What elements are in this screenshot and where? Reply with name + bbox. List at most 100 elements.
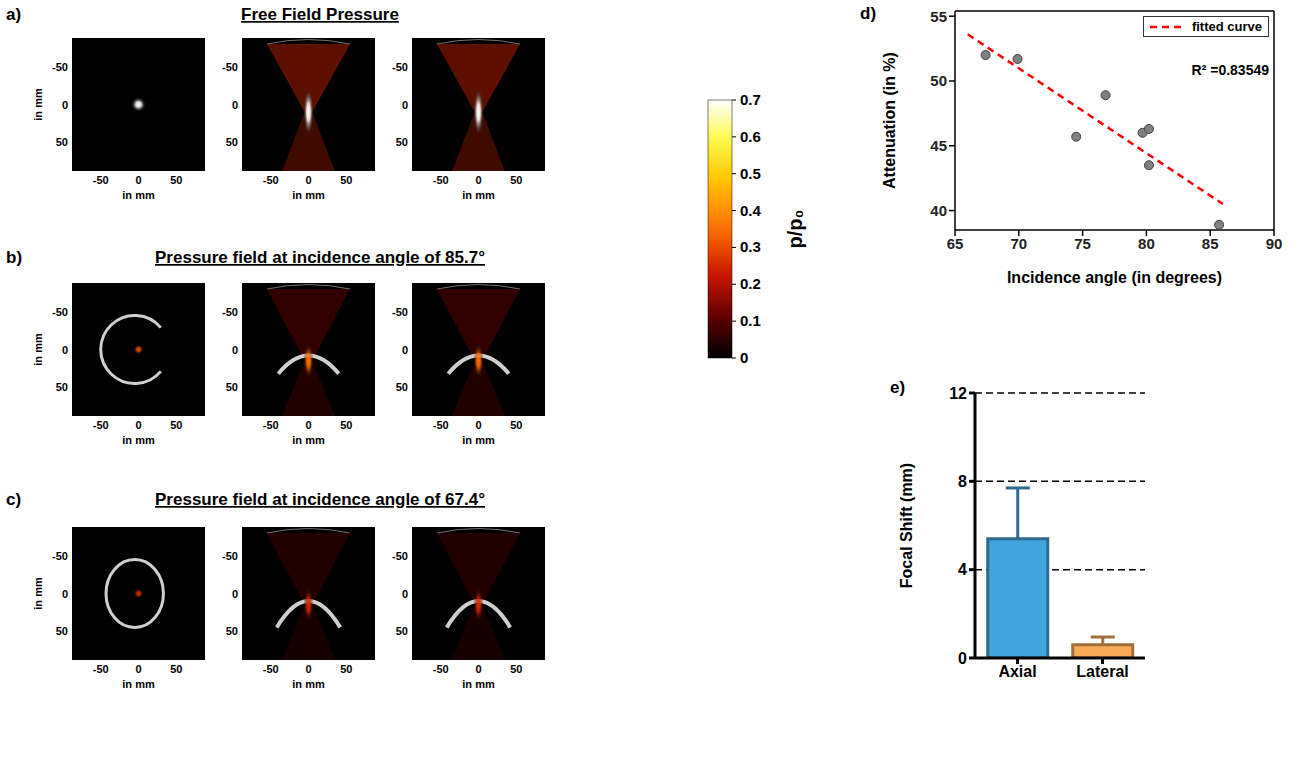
svg-text:40: 40 xyxy=(930,202,947,219)
svg-text:0.3: 0.3 xyxy=(740,238,761,255)
svg-text:-50: -50 xyxy=(263,663,279,675)
svg-text:0.2: 0.2 xyxy=(740,275,761,292)
svg-text:0: 0 xyxy=(305,174,311,186)
svg-text:Axial: Axial xyxy=(998,663,1036,680)
svg-text:Lateral: Lateral xyxy=(1076,663,1128,680)
svg-text:0: 0 xyxy=(232,99,238,111)
svg-text:-50: -50 xyxy=(222,306,238,318)
svg-text:in mm: in mm xyxy=(32,88,44,121)
svg-text:in mm: in mm xyxy=(122,189,155,201)
svg-text:0: 0 xyxy=(135,419,141,431)
svg-text:-50: -50 xyxy=(392,550,408,562)
svg-text:in mm: in mm xyxy=(32,577,44,610)
svg-text:0: 0 xyxy=(135,663,141,675)
svg-text:in mm: in mm xyxy=(462,678,495,690)
svg-text:50: 50 xyxy=(226,381,238,393)
svg-text:0: 0 xyxy=(305,419,311,431)
svg-text:50: 50 xyxy=(56,625,68,637)
svg-text:0.6: 0.6 xyxy=(740,128,761,145)
svg-text:in mm: in mm xyxy=(292,189,325,201)
svg-text:55: 55 xyxy=(930,8,947,25)
svg-text:0: 0 xyxy=(402,344,408,356)
svg-text:a): a) xyxy=(6,5,21,24)
svg-text:0: 0 xyxy=(402,588,408,600)
svg-text:in mm: in mm xyxy=(32,333,44,366)
svg-text:45: 45 xyxy=(930,137,947,154)
svg-text:0.4: 0.4 xyxy=(740,202,762,219)
svg-text:-50: -50 xyxy=(93,419,109,431)
svg-text:-50: -50 xyxy=(93,663,109,675)
svg-text:50: 50 xyxy=(510,174,522,186)
svg-text:Pressure field at incidence an: Pressure field at incidence angle of 85.… xyxy=(155,248,485,267)
svg-text:in mm: in mm xyxy=(462,434,495,446)
svg-text:50: 50 xyxy=(340,419,352,431)
svg-text:-50: -50 xyxy=(52,61,68,73)
svg-text:50: 50 xyxy=(170,419,182,431)
svg-text:-50: -50 xyxy=(52,550,68,562)
svg-text:-50: -50 xyxy=(222,61,238,73)
svg-text:50: 50 xyxy=(510,419,522,431)
svg-text:0.1: 0.1 xyxy=(740,312,761,329)
svg-text:75: 75 xyxy=(1074,235,1091,252)
svg-text:50: 50 xyxy=(226,625,238,637)
svg-text:50: 50 xyxy=(170,174,182,186)
svg-text:85: 85 xyxy=(1202,235,1219,252)
svg-text:50: 50 xyxy=(56,381,68,393)
svg-text:50: 50 xyxy=(396,625,408,637)
svg-text:in mm: in mm xyxy=(122,434,155,446)
svg-text:0.5: 0.5 xyxy=(740,165,761,182)
svg-text:-50: -50 xyxy=(93,174,109,186)
svg-text:-50: -50 xyxy=(433,419,449,431)
svg-text:0: 0 xyxy=(402,99,408,111)
svg-text:-50: -50 xyxy=(433,663,449,675)
svg-text:50: 50 xyxy=(170,663,182,675)
svg-text:in mm: in mm xyxy=(292,434,325,446)
svg-text:Free Field Pressure: Free Field Pressure xyxy=(241,5,399,24)
svg-text:Incidence angle (in degrees): Incidence angle (in degrees) xyxy=(1007,269,1222,286)
svg-text:0: 0 xyxy=(305,663,311,675)
svg-text:-50: -50 xyxy=(52,306,68,318)
svg-text:b): b) xyxy=(6,248,22,267)
svg-text:0: 0 xyxy=(475,419,481,431)
svg-text:c): c) xyxy=(6,490,21,509)
svg-text:12: 12 xyxy=(949,385,967,402)
svg-text:8: 8 xyxy=(958,473,967,490)
svg-text:50: 50 xyxy=(56,136,68,148)
svg-text:0: 0 xyxy=(62,344,68,356)
svg-text:0: 0 xyxy=(62,588,68,600)
svg-text:Focal Shift (mm): Focal Shift (mm) xyxy=(898,463,915,588)
svg-text:Pressure field at incidence an: Pressure field at incidence angle of 67.… xyxy=(155,490,485,509)
svg-text:0: 0 xyxy=(62,99,68,111)
svg-text:80: 80 xyxy=(1138,235,1155,252)
svg-text:Attenuation (in %): Attenuation (in %) xyxy=(881,52,898,189)
svg-text:in mm: in mm xyxy=(292,678,325,690)
svg-text:in mm: in mm xyxy=(122,678,155,690)
svg-text:in mm: in mm xyxy=(462,189,495,201)
svg-text:50: 50 xyxy=(340,663,352,675)
svg-text:50: 50 xyxy=(226,136,238,148)
svg-text:-50: -50 xyxy=(263,419,279,431)
svg-text:4: 4 xyxy=(958,561,967,578)
svg-text:0: 0 xyxy=(475,663,481,675)
svg-text:65: 65 xyxy=(947,235,964,252)
svg-text:50: 50 xyxy=(396,381,408,393)
svg-text:0: 0 xyxy=(232,588,238,600)
svg-text:-50: -50 xyxy=(263,174,279,186)
svg-text:0.7: 0.7 xyxy=(740,91,761,108)
svg-text:-50: -50 xyxy=(222,550,238,562)
svg-text:0: 0 xyxy=(135,174,141,186)
svg-text:-50: -50 xyxy=(433,174,449,186)
svg-text:70: 70 xyxy=(1010,235,1027,252)
svg-text:-50: -50 xyxy=(392,61,408,73)
svg-text:0: 0 xyxy=(740,349,748,366)
svg-text:0: 0 xyxy=(232,344,238,356)
svg-text:0: 0 xyxy=(475,174,481,186)
svg-text:50: 50 xyxy=(930,72,947,89)
svg-text:-50: -50 xyxy=(392,306,408,318)
svg-text:50: 50 xyxy=(396,136,408,148)
svg-text:p/p₀: p/p₀ xyxy=(784,209,806,248)
svg-text:0: 0 xyxy=(958,650,967,667)
svg-text:50: 50 xyxy=(340,174,352,186)
svg-text:50: 50 xyxy=(510,663,522,675)
svg-text:90: 90 xyxy=(1266,235,1283,252)
